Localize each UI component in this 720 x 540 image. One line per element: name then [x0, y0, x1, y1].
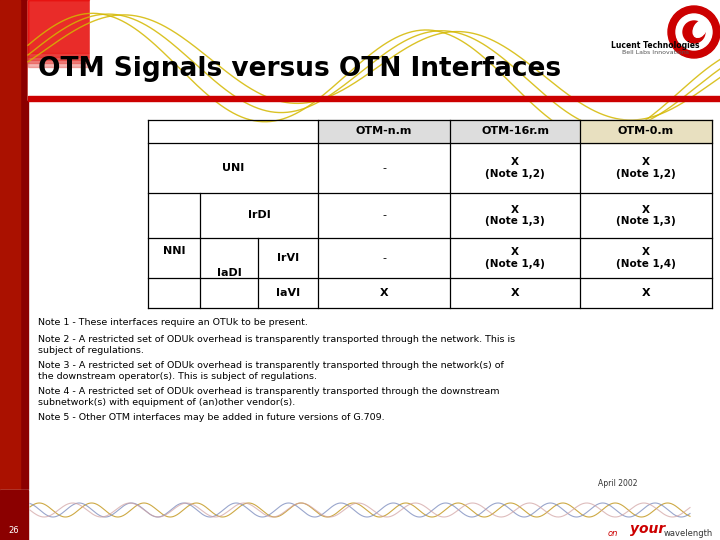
Bar — [0, 0, 20, 540]
Bar — [318, 120, 712, 143]
Bar — [28, 0, 125, 63]
Text: X
(Note 1,3): X (Note 1,3) — [485, 205, 545, 226]
Bar — [28, 0, 116, 60]
Bar — [28, 0, 153, 73]
Bar — [28, 96, 720, 101]
Bar — [0, 490, 28, 540]
Text: on: on — [608, 529, 618, 538]
Text: Lucent Technologies: Lucent Technologies — [611, 40, 699, 50]
Text: IrVI: IrVI — [277, 253, 299, 263]
Text: your: your — [631, 522, 665, 536]
Bar — [0, 490, 720, 540]
Text: Note 3 - A restricted set of ODUk overhead is transparently transported through : Note 3 - A restricted set of ODUk overhe… — [38, 361, 504, 381]
Text: April 2002: April 2002 — [598, 479, 638, 488]
Text: X: X — [642, 288, 650, 298]
Text: IaDI: IaDI — [217, 268, 241, 278]
Text: OTM-n.m: OTM-n.m — [356, 126, 412, 137]
Text: X: X — [379, 288, 388, 298]
Bar — [28, 0, 210, 93]
Text: OTM Signals versus OTN Interfaces: OTM Signals versus OTN Interfaces — [38, 56, 561, 82]
Text: X
(Note 1,4): X (Note 1,4) — [616, 247, 676, 269]
Text: -: - — [382, 163, 386, 173]
Bar — [580, 120, 712, 143]
Bar — [28, 0, 144, 70]
Bar — [28, 0, 97, 53]
Text: OTM-0.m: OTM-0.m — [618, 126, 674, 137]
Text: OTM-16r.m: OTM-16r.m — [481, 126, 549, 137]
Text: NNI: NNI — [163, 246, 185, 255]
Bar — [28, 0, 720, 100]
Text: -: - — [382, 211, 386, 220]
Text: UNI: UNI — [222, 163, 244, 173]
Bar — [28, 0, 720, 100]
Bar — [28, 0, 228, 100]
Circle shape — [676, 14, 712, 50]
Bar — [28, 0, 191, 86]
Bar — [28, 0, 228, 100]
Text: IaVI: IaVI — [276, 288, 300, 298]
Bar — [28, 0, 200, 90]
Text: -: - — [382, 253, 386, 263]
Text: Note 1 - These interfaces require an OTUk to be present.: Note 1 - These interfaces require an OTU… — [38, 318, 308, 327]
Bar — [0, 0, 28, 540]
Text: Note 4 - A restricted set of ODUk overhead is transparently transported through : Note 4 - A restricted set of ODUk overhe… — [38, 387, 500, 407]
Text: Note 5 - Other OTM interfaces may be added in future versions of G.709.: Note 5 - Other OTM interfaces may be add… — [38, 413, 384, 422]
Bar — [28, 0, 219, 97]
Text: X: X — [510, 288, 519, 298]
Bar — [28, 0, 181, 83]
Circle shape — [668, 6, 720, 58]
Bar — [28, 0, 135, 66]
Bar — [28, 0, 172, 80]
Bar — [28, 0, 163, 77]
Ellipse shape — [693, 21, 707, 37]
Text: 26: 26 — [9, 526, 19, 535]
Text: X
(Note 1,4): X (Note 1,4) — [485, 247, 545, 269]
Text: IrDI: IrDI — [248, 211, 271, 220]
Circle shape — [683, 21, 705, 43]
Text: Bell Labs Innovations: Bell Labs Innovations — [621, 50, 688, 55]
Text: X
(Note 1,2): X (Note 1,2) — [616, 157, 676, 179]
Text: X
(Note 1,3): X (Note 1,3) — [616, 205, 676, 226]
Text: wavelength: wavelength — [663, 529, 713, 538]
Bar — [90, 0, 720, 100]
Bar — [28, 0, 107, 57]
Text: X
(Note 1,2): X (Note 1,2) — [485, 157, 545, 179]
Text: Note 2 - A restricted set of ODUk overhead is transparently transported through : Note 2 - A restricted set of ODUk overhe… — [38, 335, 515, 355]
